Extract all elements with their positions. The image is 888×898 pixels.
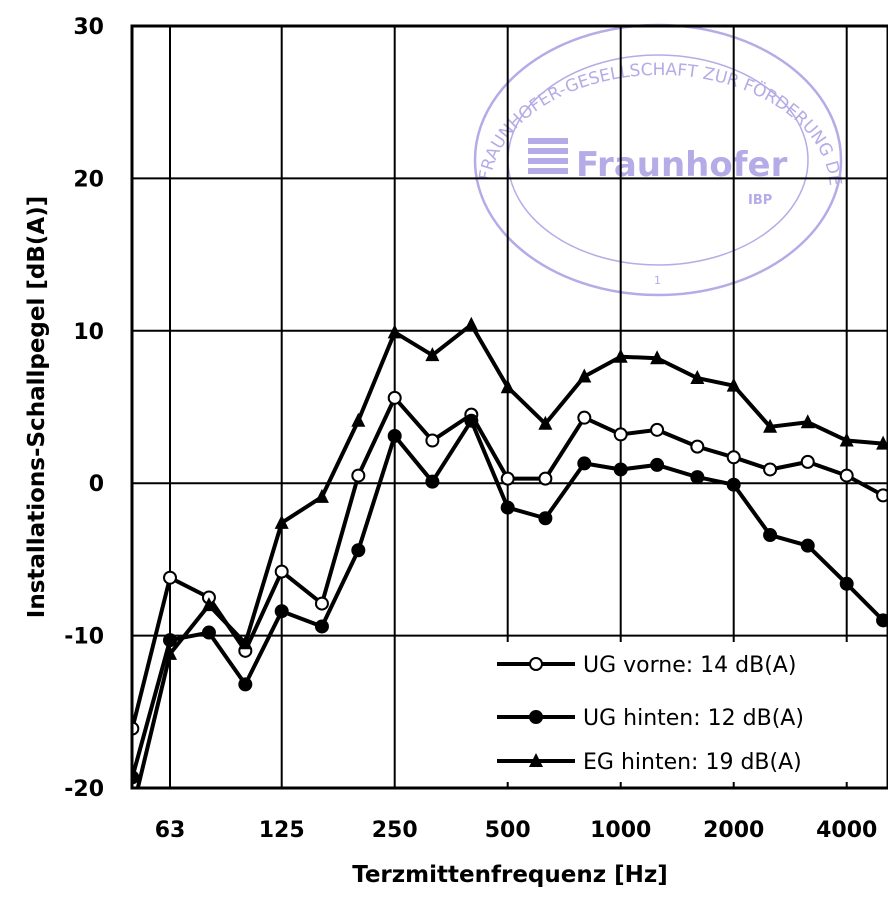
data-point (538, 511, 553, 526)
x-tick-label: 2000 (703, 818, 764, 843)
data-point (538, 471, 553, 486)
data-point (839, 432, 854, 447)
y-tick-label: -10 (64, 625, 104, 650)
data-point (425, 347, 440, 362)
x-tick-label: 250 (372, 818, 418, 843)
data-point (690, 470, 705, 485)
data-point (763, 418, 778, 433)
data-point (351, 412, 366, 427)
stamp-number: 1 (654, 274, 661, 287)
data-point (163, 570, 177, 585)
data-point (690, 439, 705, 454)
data-point (538, 415, 553, 430)
data-point (876, 488, 888, 503)
data-point (690, 370, 705, 385)
data-point (387, 390, 402, 405)
data-point (274, 564, 289, 579)
data-point (650, 350, 665, 365)
data-point (464, 413, 479, 428)
data-point (876, 435, 888, 450)
x-axis-ticks: 63 125 250 500 1000 2000 4000 (155, 818, 878, 843)
series-layer (125, 316, 888, 817)
data-point (351, 468, 366, 483)
data-point (314, 488, 329, 503)
data-point (613, 427, 628, 442)
data-point (387, 324, 402, 339)
fraunhofer-stamp: FRAUNHOFER-GESELLSCHAFT ZUR FÖRDERUNG DE… (0, 0, 845, 297)
data-point (577, 456, 592, 471)
y-tick-label: 10 (73, 320, 104, 345)
y-axis-ticks: -20 -10 0 10 20 30 (64, 15, 104, 802)
stamp-institute: IBP (748, 193, 772, 208)
data-point (763, 462, 778, 477)
data-point (876, 613, 888, 628)
data-point (800, 414, 815, 429)
data-point (726, 450, 741, 465)
data-point (201, 597, 216, 612)
y-tick-label: -20 (64, 777, 104, 802)
data-point (726, 477, 741, 492)
data-point (425, 474, 440, 489)
data-point (800, 538, 815, 553)
data-point (500, 379, 515, 394)
data-point (274, 604, 289, 619)
data-point (314, 596, 329, 611)
legend-label: EG hinten: 19 dB(A) (583, 750, 802, 775)
legend-marker (529, 710, 543, 724)
legend-marker (529, 753, 543, 767)
y-tick-label: 30 (73, 15, 104, 40)
plot-frame (130, 24, 888, 790)
y-tick-label: 0 (89, 472, 104, 497)
data-point (238, 677, 253, 692)
data-point (500, 500, 515, 515)
data-point (238, 635, 253, 650)
data-point (763, 528, 778, 543)
data-point (613, 348, 628, 363)
data-point (650, 457, 665, 472)
data-point (163, 645, 177, 660)
x-tick-label: 4000 (816, 818, 877, 843)
legend: UG vorne: 14 dB(A) UG hinten: 12 dB(A) EG … (481, 642, 861, 782)
legend-label: UG vorne: 14 dB(A) (583, 653, 796, 678)
x-axis-title: Terzmittenfrequenz [Hz] (352, 862, 668, 888)
data-point (839, 576, 854, 591)
data-point (387, 428, 402, 443)
legend-marker (529, 657, 543, 671)
data-point (314, 619, 329, 634)
x-tick-label: 1000 (590, 818, 651, 843)
data-point (839, 468, 854, 483)
data-point (577, 368, 592, 383)
data-point (726, 377, 741, 392)
legend-label: UG hinten: 12 dB(A) (583, 706, 804, 731)
data-point (650, 422, 665, 437)
fraunhofer-logo-icon (528, 138, 568, 174)
data-point (201, 625, 216, 640)
data-point (163, 633, 177, 648)
data-point (125, 803, 139, 817)
data-point (464, 316, 479, 331)
y-tick-label: 20 (73, 167, 104, 192)
y-axis-title: Installations-Schallpegel [dB(A)] (24, 196, 50, 618)
data-point (351, 543, 366, 558)
x-tick-label: 125 (259, 818, 305, 843)
data-point (613, 462, 628, 477)
data-point (500, 471, 515, 486)
data-point (274, 514, 289, 529)
data-point (800, 454, 815, 469)
data-point (577, 410, 592, 425)
series-eg-hinten (125, 316, 888, 817)
x-tick-label: 63 (155, 818, 186, 843)
x-tick-label: 500 (485, 818, 531, 843)
series-ug-hinten (132, 413, 888, 785)
data-point (425, 433, 440, 448)
